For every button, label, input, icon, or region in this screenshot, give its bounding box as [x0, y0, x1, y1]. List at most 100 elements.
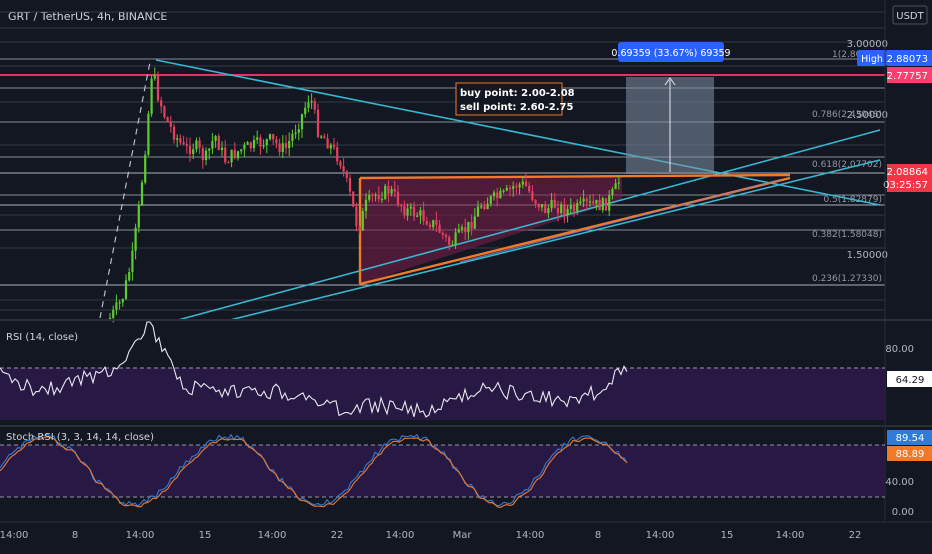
candle-body — [134, 227, 137, 251]
rsi-value: 64.29 — [896, 375, 925, 386]
time-tick: 14:00 — [258, 530, 287, 541]
candle-body — [470, 221, 473, 229]
rsi-title: RSI (14, close) — [6, 332, 78, 343]
candle-body — [304, 107, 307, 115]
time-tick: 14:00 — [646, 530, 675, 541]
candle-body — [307, 102, 310, 108]
price-tick-3: 3.00000 — [847, 39, 888, 50]
candle-body — [313, 101, 316, 110]
candle-body — [246, 142, 249, 145]
time-tick: 8 — [72, 530, 78, 541]
candle-body — [467, 221, 470, 233]
high-label: High — [861, 54, 883, 65]
ascending-channel-upper[interactable] — [177, 129, 881, 321]
candle-body — [396, 191, 400, 205]
candle-body — [598, 199, 601, 211]
candle-body — [588, 201, 592, 203]
candle-body — [499, 190, 502, 199]
candle-body — [428, 224, 432, 228]
time-tick: 14:00 — [126, 530, 155, 541]
candle-body — [377, 194, 380, 200]
candle-body — [150, 78, 153, 114]
candle-body — [604, 198, 608, 211]
currency-badge[interactable] — [892, 5, 928, 25]
candle-body — [326, 138, 329, 149]
candle-body — [374, 194, 377, 196]
candle-body — [614, 183, 617, 190]
last-price-badge — [887, 164, 932, 192]
candle-body — [492, 192, 496, 197]
stoch-k-badge — [887, 430, 932, 445]
candle-body — [272, 134, 275, 140]
candle-body — [352, 191, 355, 207]
candle-body — [124, 280, 128, 300]
candle-body — [496, 192, 499, 199]
candle-body — [332, 144, 336, 148]
candle-body — [601, 198, 604, 211]
candle-body — [227, 162, 230, 164]
triangle-resistance-line[interactable] — [359, 173, 791, 180]
candle-body — [547, 208, 550, 214]
candle-body — [294, 132, 297, 135]
candle-body — [342, 166, 345, 172]
time-tick: 15 — [721, 530, 734, 541]
candle-body — [390, 188, 393, 194]
time-tick: 8 — [595, 530, 601, 541]
candle-body — [364, 199, 368, 212]
resistance-value: 2.77757 — [887, 71, 928, 82]
stoch-level-label: 40.00 — [885, 477, 914, 488]
candle-body — [208, 148, 211, 151]
candle-body — [320, 136, 323, 138]
candle-body — [582, 198, 585, 202]
high-badge — [857, 50, 887, 66]
candle-body — [537, 203, 540, 208]
stoch-d-value: 88.89 — [896, 449, 925, 460]
candle-body — [182, 142, 185, 145]
candle-body — [534, 200, 537, 204]
measure-label: 0.69359 (33.67%) 69359 — [611, 48, 730, 59]
time-tick: 14:00 — [386, 530, 415, 541]
candle-body — [169, 121, 172, 127]
candle-body — [156, 75, 160, 101]
annotation-box[interactable] — [455, 82, 563, 116]
fib-label-0-382: 0.382(1.58048) — [812, 230, 882, 240]
candle-body — [505, 187, 508, 191]
candle-body — [553, 199, 556, 208]
candle-body — [371, 194, 374, 197]
time-tick: 14:00 — [776, 530, 805, 541]
time-tick: 14:00 — [516, 530, 545, 541]
candle-body — [473, 216, 476, 229]
candle-body — [176, 138, 179, 140]
rsi-band — [0, 368, 885, 420]
candle-body — [572, 205, 576, 212]
stoch-d-line — [0, 436, 628, 508]
candle-body — [444, 234, 448, 237]
rsi-value-badge — [887, 371, 932, 387]
candle-body — [400, 204, 403, 207]
candle-body — [201, 147, 204, 161]
candle-body — [316, 109, 320, 137]
measure-label-box[interactable] — [618, 42, 724, 62]
candle-body — [284, 143, 288, 148]
candle-body — [310, 101, 313, 103]
time-axis[interactable]: 14:00 8 14:00 15 14:00 22 14:00 Mar 14:00 8 14:00 1… — [0, 530, 861, 541]
time-tick: 22 — [849, 530, 862, 541]
candle-body — [329, 144, 332, 149]
rsi-line — [0, 321, 628, 418]
descending-trendline[interactable] — [155, 59, 881, 206]
candle-body — [460, 227, 464, 230]
fib-label-0-236: 0.236(1.27330) — [812, 274, 882, 284]
time-tick: 22 — [331, 530, 344, 541]
candle-body — [192, 149, 195, 155]
candle-body — [275, 139, 278, 144]
stoch-zero-label: 0.00 — [892, 507, 914, 518]
annotation-sell-point: sell point: 2.60-2.75 — [460, 102, 573, 113]
time-tick: 15 — [199, 530, 212, 541]
candle-body — [515, 186, 518, 188]
ascending-triangle-fill — [360, 176, 622, 284]
candle-body — [489, 196, 492, 204]
candle-body — [220, 147, 224, 151]
candle-body — [361, 211, 364, 231]
ascending-channel-lower[interactable] — [229, 159, 881, 321]
